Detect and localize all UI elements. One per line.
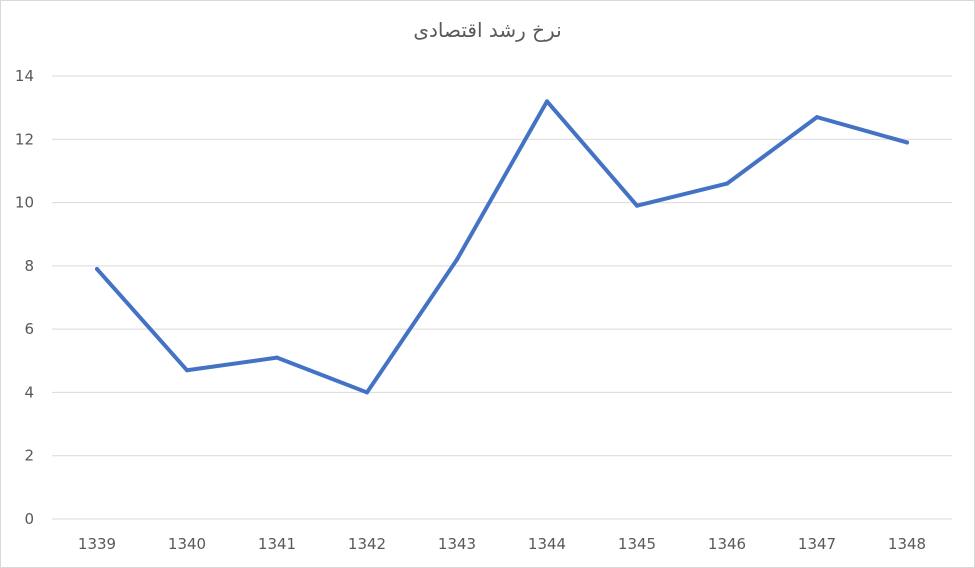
data-point <box>185 368 189 373</box>
x-tick-label: 1347 <box>798 535 836 553</box>
y-tick-label: 4 <box>24 383 34 401</box>
data-point <box>365 390 369 395</box>
gridlines <box>52 75 952 520</box>
data-point <box>545 99 549 104</box>
x-tick-label: 1345 <box>618 535 656 553</box>
x-tick-label: 1348 <box>888 535 926 553</box>
series-line-0 <box>95 99 909 395</box>
y-axis-ticks: 0 2 4 6 8 10 12 14 <box>15 67 34 528</box>
y-tick-label: 10 <box>15 194 34 212</box>
y-tick-label: 2 <box>24 447 34 465</box>
data-point <box>905 140 909 145</box>
data-point <box>725 181 729 186</box>
x-tick-label: 1339 <box>78 535 116 553</box>
y-tick-label: 0 <box>24 510 34 528</box>
x-tick-label: 1342 <box>348 535 386 553</box>
data-point <box>95 267 99 272</box>
data-point <box>275 355 279 360</box>
y-tick-label: 14 <box>15 67 34 85</box>
series-group <box>95 99 909 395</box>
data-point <box>815 115 819 120</box>
x-tick-label: 1346 <box>708 535 746 553</box>
y-tick-label: 8 <box>24 257 34 275</box>
y-tick-label: 12 <box>15 130 34 148</box>
x-tick-label: 1343 <box>438 535 476 553</box>
x-tick-label: 1344 <box>528 535 566 553</box>
data-point <box>455 257 459 262</box>
chart-title: نرخ رشد اقتصادی <box>413 18 562 42</box>
x-axis-ticks: 1339 1340 1341 1342 1343 1344 1345 1346 1347 1348 <box>78 535 926 553</box>
x-tick-label: 1340 <box>168 535 206 553</box>
data-point <box>635 203 639 208</box>
y-tick-label: 6 <box>24 320 34 338</box>
x-tick-label: 1341 <box>258 535 296 553</box>
